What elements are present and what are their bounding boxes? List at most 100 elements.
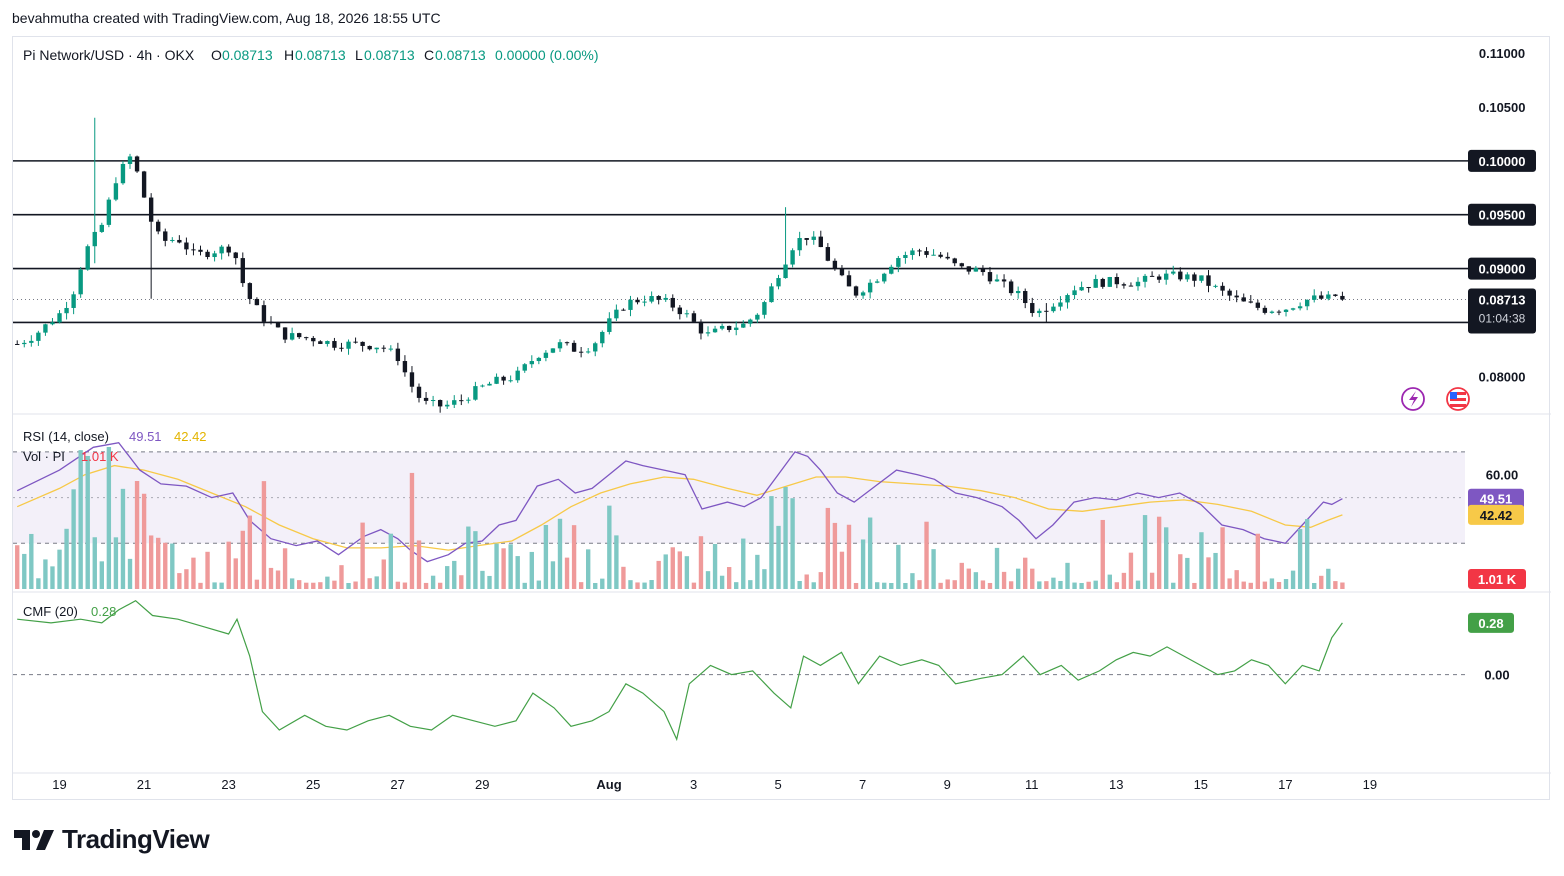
volume-bar[interactable]	[311, 582, 316, 589]
candle-body[interactable]	[388, 348, 394, 350]
volume-bar[interactable]	[163, 542, 168, 589]
volume-bar[interactable]	[212, 582, 217, 589]
candle-body[interactable]	[71, 294, 76, 308]
candle-body[interactable]	[896, 257, 901, 267]
candle-body[interactable]	[1276, 311, 1282, 313]
volume-bar[interactable]	[1312, 582, 1317, 589]
candle-body[interactable]	[198, 249, 203, 252]
candle-body[interactable]	[156, 221, 161, 232]
volume-bar[interactable]	[1044, 581, 1049, 589]
volume-bar[interactable]	[719, 575, 725, 589]
volume-bar[interactable]	[240, 530, 245, 589]
volume-bar[interactable]	[1269, 578, 1275, 589]
volume-bar[interactable]	[994, 547, 1000, 589]
candle-body[interactable]	[1107, 277, 1112, 287]
volume-bar[interactable]	[790, 498, 795, 589]
cmf-pane[interactable]: 0.00 0.28	[13, 599, 1514, 742]
volume-bar[interactable]	[726, 567, 732, 589]
candle-body[interactable]	[282, 327, 288, 340]
candle-body[interactable]	[1199, 275, 1204, 281]
candle-body[interactable]	[1290, 308, 1296, 310]
volume-bar[interactable]	[1065, 562, 1070, 589]
volume-bar[interactable]	[381, 559, 386, 589]
candle-body[interactable]	[1149, 275, 1155, 277]
candle-body[interactable]	[515, 370, 520, 381]
volume-bar[interactable]	[374, 576, 379, 589]
candle-body[interactable]	[726, 325, 732, 330]
volume-bar[interactable]	[1142, 515, 1148, 589]
candle-body[interactable]	[170, 239, 175, 241]
volume-bar[interactable]	[536, 580, 542, 589]
candle-body[interactable]	[1255, 302, 1261, 308]
candle-body[interactable]	[607, 318, 612, 332]
volume-bar[interactable]	[1086, 581, 1091, 589]
candle-body[interactable]	[120, 163, 126, 184]
volume-bar[interactable]	[783, 486, 788, 589]
volume-bar[interactable]	[452, 560, 457, 589]
candle-body[interactable]	[882, 273, 887, 282]
volume-bar[interactable]	[705, 571, 711, 589]
candle-body[interactable]	[825, 247, 831, 261]
candle-body[interactable]	[867, 282, 873, 293]
volume-bar[interactable]	[282, 548, 288, 589]
volume-bar[interactable]	[1248, 582, 1253, 589]
volume-bar[interactable]	[945, 579, 950, 589]
volume-bar[interactable]	[889, 582, 894, 589]
volume-bar[interactable]	[156, 537, 161, 589]
candle-body[interactable]	[762, 302, 767, 315]
candle-body[interactable]	[437, 400, 443, 407]
volume-bar[interactable]	[776, 525, 781, 589]
candle-body[interactable]	[1185, 274, 1190, 280]
volume-bar[interactable]	[36, 578, 41, 589]
candle-body[interactable]	[191, 249, 196, 251]
volume-bar[interactable]	[1304, 519, 1310, 589]
candle-body[interactable]	[1142, 275, 1148, 282]
volume-bar[interactable]	[318, 582, 323, 589]
volume-bar[interactable]	[867, 517, 873, 589]
candle-body[interactable]	[1093, 278, 1098, 288]
volume-bar[interactable]	[522, 582, 527, 589]
volume-bar[interactable]	[663, 554, 668, 589]
volume-bar[interactable]	[1213, 552, 1218, 589]
volume-bar[interactable]	[1156, 516, 1162, 589]
volume-bar[interactable]	[734, 582, 739, 589]
volume-bar[interactable]	[198, 582, 203, 589]
volume-bar[interactable]	[120, 488, 126, 589]
volume-bar[interactable]	[134, 480, 140, 589]
volume-bar[interactable]	[917, 580, 922, 589]
candle-body[interactable]	[1227, 290, 1232, 296]
candle-body[interactable]	[550, 348, 556, 353]
volume-bar[interactable]	[712, 544, 718, 589]
volume-bar[interactable]	[748, 580, 753, 589]
candle-body[interactable]	[430, 400, 436, 402]
volume-bar[interactable]	[339, 565, 344, 589]
volume-bar[interactable]	[430, 575, 436, 589]
candle-body[interactable]	[318, 341, 323, 344]
candle-body[interactable]	[184, 242, 189, 250]
candle-body[interactable]	[571, 342, 577, 352]
candle-body[interactable]	[1304, 299, 1310, 307]
candle-body[interactable]	[106, 199, 112, 225]
candle-body[interactable]	[212, 253, 217, 258]
candle-body[interactable]	[163, 231, 168, 241]
candle-body[interactable]	[924, 251, 929, 255]
volume-bar[interactable]	[1135, 580, 1141, 589]
candle-body[interactable]	[43, 324, 48, 333]
volume-bar[interactable]	[325, 576, 330, 589]
volume-bar[interactable]	[698, 536, 704, 589]
candle-body[interactable]	[240, 258, 245, 284]
candle-body[interactable]	[346, 341, 351, 349]
candle-body[interactable]	[311, 337, 316, 342]
volume-bar[interactable]	[113, 537, 119, 589]
candle-body[interactable]	[480, 385, 485, 387]
candle-body[interactable]	[1065, 295, 1070, 303]
candle-body[interactable]	[22, 342, 27, 345]
candle-body[interactable]	[952, 258, 957, 264]
volume-bar[interactable]	[966, 568, 972, 589]
candle-body[interactable]	[275, 322, 281, 328]
volume-bar[interactable]	[1030, 568, 1035, 589]
candle-body[interactable]	[374, 347, 379, 350]
volume-bar[interactable]	[296, 580, 302, 589]
candle-body[interactable]	[395, 348, 401, 362]
candle-body[interactable]	[402, 361, 408, 373]
